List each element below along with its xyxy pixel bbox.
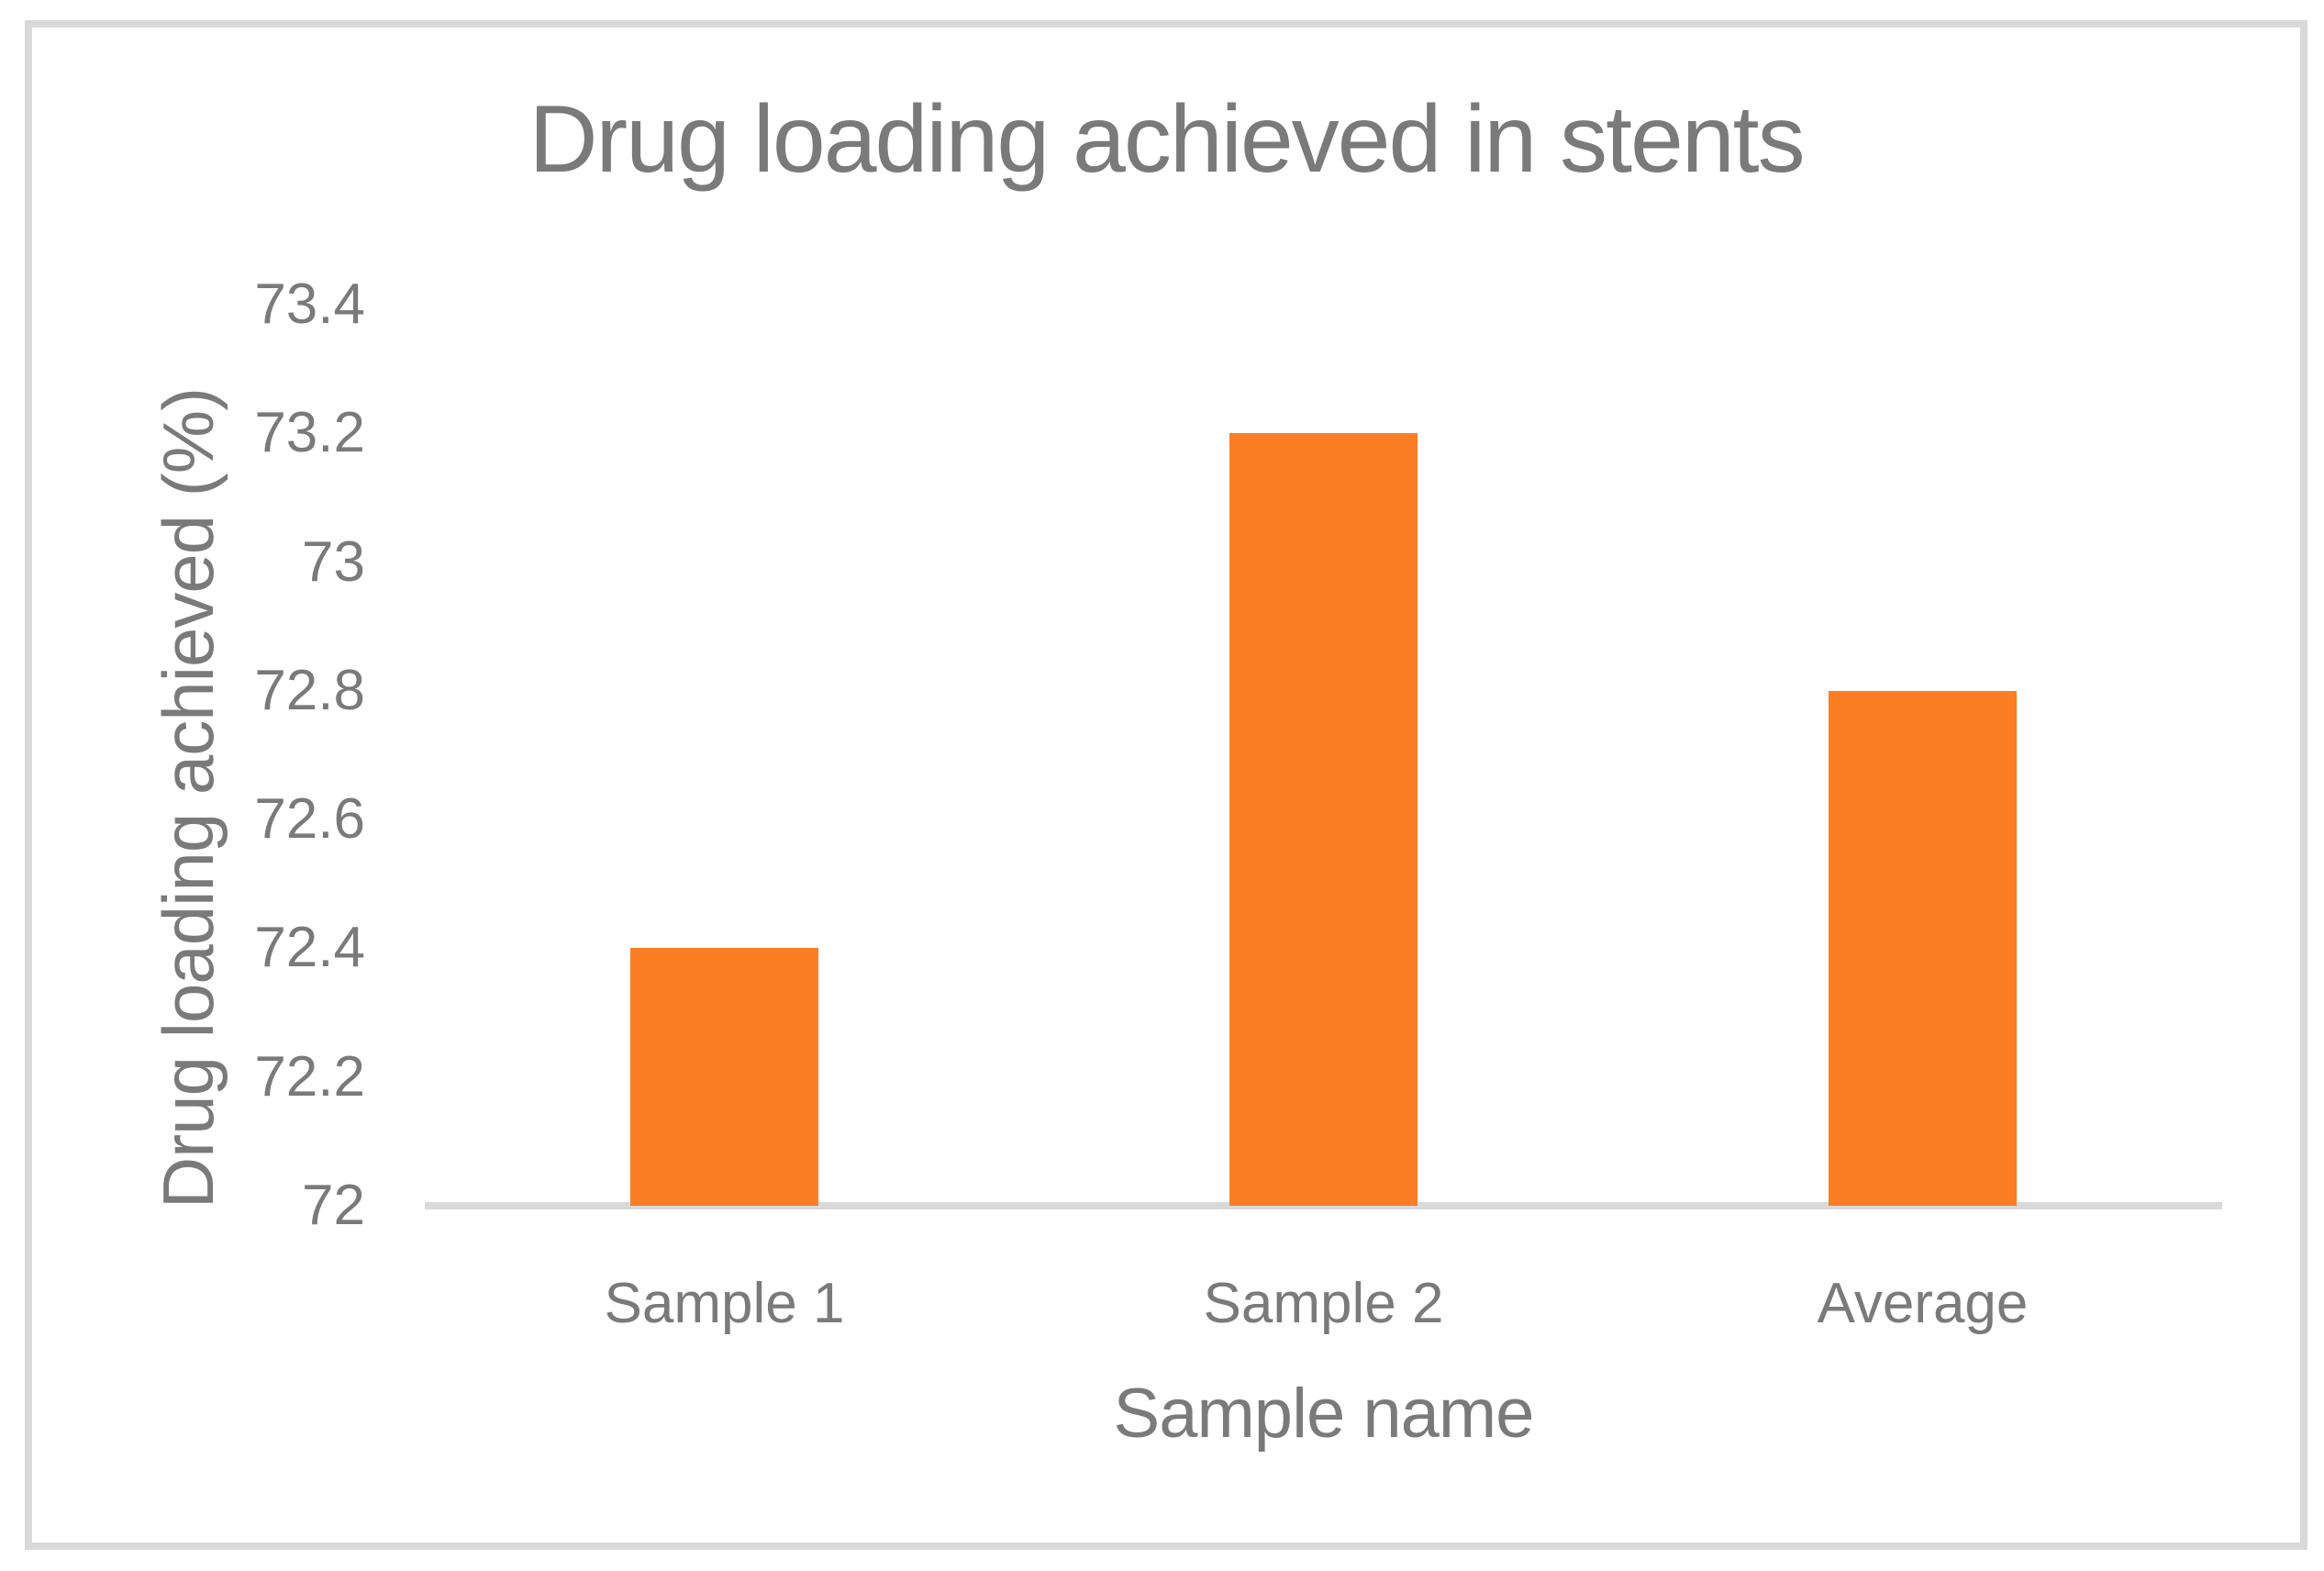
x-category-label: Average xyxy=(1817,1272,2029,1335)
y-tick-label: 73 xyxy=(302,529,365,594)
x-category-label: Sample 2 xyxy=(1203,1272,1444,1335)
plot-area xyxy=(425,305,2222,1206)
y-tick-label: 72.2 xyxy=(254,1044,365,1109)
bar xyxy=(1829,690,2017,1206)
bar xyxy=(630,948,818,1206)
chart-frame xyxy=(25,20,2307,1550)
x-category-label: Sample 1 xyxy=(604,1272,845,1335)
x-axis-title: Sample name xyxy=(1113,1375,1535,1453)
y-tick-label: 72 xyxy=(302,1174,365,1237)
y-tick-label: 72.6 xyxy=(254,787,365,852)
y-tick-label: 72.8 xyxy=(254,658,365,722)
chart-title: Drug loading achieved in stents xyxy=(528,86,1805,193)
x-axis-line xyxy=(425,1202,2222,1209)
y-tick-label: 73.4 xyxy=(254,273,365,336)
bar xyxy=(1229,433,1418,1206)
y-tick-label: 72.4 xyxy=(254,916,365,980)
y-tick-label: 73.2 xyxy=(254,401,365,465)
